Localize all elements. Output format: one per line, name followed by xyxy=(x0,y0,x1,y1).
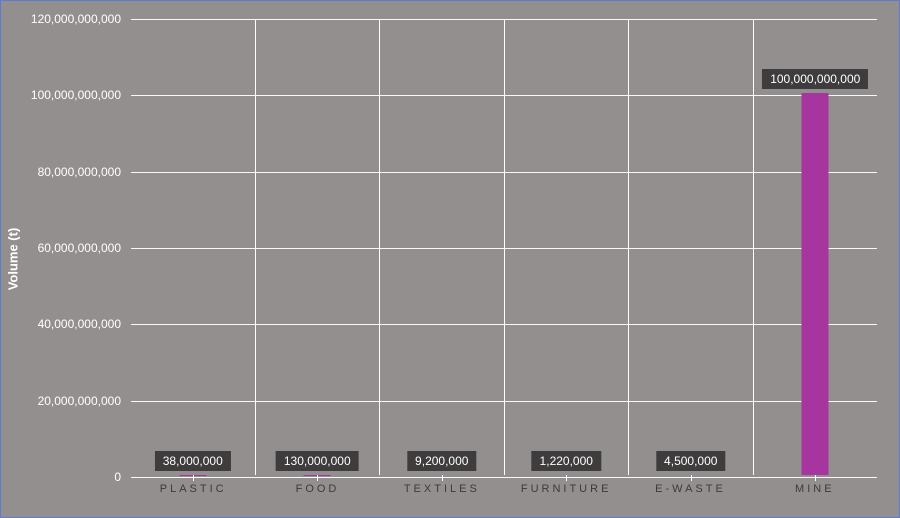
gridline xyxy=(131,477,877,478)
x-axis-label: PLASTIC xyxy=(131,483,255,505)
x-tick-mark xyxy=(193,475,194,481)
x-axis-label: FOOD xyxy=(255,483,379,505)
y-tick-label: 120,000,000,000 xyxy=(31,12,121,26)
bar-slot: 4,500,000 xyxy=(629,19,754,475)
x-tick-mark xyxy=(442,475,443,481)
data-label: 4,500,000 xyxy=(656,451,725,471)
data-label: 1,220,000 xyxy=(532,451,601,471)
y-tick-label: 60,000,000,000 xyxy=(38,241,121,255)
y-tick-label: 0 xyxy=(114,470,121,484)
plot-area: 38,000,000 130,000,000 9,200,000 1,220,000 4… xyxy=(131,19,877,475)
y-axis-label: Volume (t) xyxy=(6,228,21,291)
bar-slot: 100,000,000,000 xyxy=(754,19,878,475)
y-tick-label: 80,000,000,000 xyxy=(38,165,121,179)
y-tick-label: 100,000,000,000 xyxy=(31,88,121,102)
data-label: 38,000,000 xyxy=(155,451,231,471)
x-tick-mark xyxy=(566,475,567,481)
x-tick-mark xyxy=(815,475,816,481)
bar-slot: 9,200,000 xyxy=(380,19,505,475)
chart-frame: Volume (t) 0 20,000,000,000 40,000,000,000… xyxy=(0,0,900,518)
bar-slot: 38,000,000 xyxy=(131,19,256,475)
y-tick-label: 20,000,000,000 xyxy=(38,394,121,408)
data-label: 100,000,000,000 xyxy=(762,69,868,89)
x-tick-mark xyxy=(691,475,692,481)
x-tick-mark xyxy=(317,475,318,481)
bar xyxy=(802,93,829,475)
x-axis-labels: PLASTICFOODTEXTILESFURNITUREE-WASTEMINE xyxy=(131,483,877,505)
x-axis-label: FURNITURE xyxy=(504,483,628,505)
bars-container: 38,000,000 130,000,000 9,200,000 1,220,000 4… xyxy=(131,19,877,475)
x-axis-label: MINE xyxy=(753,483,877,505)
x-axis-label: E-WASTE xyxy=(628,483,752,505)
bar-slot: 130,000,000 xyxy=(256,19,381,475)
y-tick-label: 40,000,000,000 xyxy=(38,317,121,331)
bar-slot: 1,220,000 xyxy=(505,19,630,475)
data-label: 130,000,000 xyxy=(276,451,359,471)
x-axis-label: TEXTILES xyxy=(380,483,504,505)
data-label: 9,200,000 xyxy=(407,451,476,471)
